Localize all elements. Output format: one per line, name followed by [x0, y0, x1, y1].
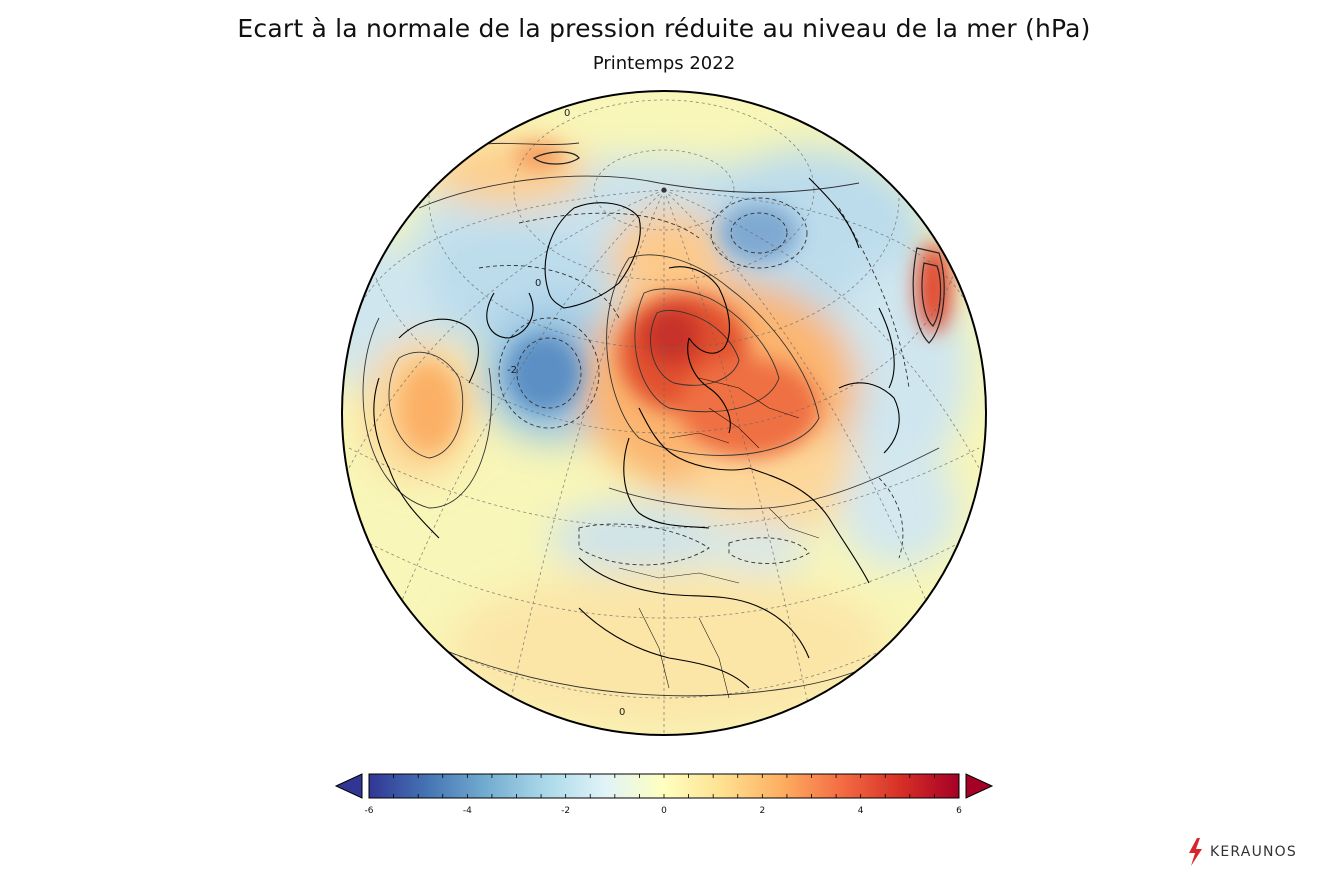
borders [618, 377, 820, 699]
globe-map: 0 0 -2 0 [341, 90, 987, 736]
contour-label: 0 [535, 278, 541, 289]
contour-label: 0 [619, 707, 625, 718]
coastlines [373, 177, 900, 689]
contour-label: -2 [507, 365, 517, 376]
colorbar-tick-label: -2 [561, 806, 570, 816]
contour-lines-negative [478, 197, 910, 566]
brand-name: KERAUNOS [1210, 844, 1297, 860]
colorbar-tick-label: -4 [463, 806, 472, 816]
colorbar: -6 -4 -2 0 2 4 6 [334, 773, 994, 816]
globe-outline [341, 90, 987, 736]
colorbar-extend-high [965, 773, 994, 799]
colorbar-tick-label: -6 [365, 806, 374, 816]
brand-logo: KERAUNOS [1186, 838, 1297, 866]
north-pole-marker [661, 187, 667, 193]
colorbar-tick-label: 0 [661, 806, 667, 816]
colorbar-tick-label: 2 [759, 806, 765, 816]
lightning-bolt-icon [1189, 838, 1202, 866]
contour-label: 0 [564, 108, 570, 119]
page-subtitle: Printemps 2022 [592, 53, 736, 74]
page-title: Ecart à la normale de la pression réduit… [237, 14, 1091, 43]
colorbar-tick-label: 4 [858, 806, 864, 816]
contour-lines-strong [532, 151, 945, 344]
colorbar-tick-label: 6 [956, 806, 962, 816]
colorbar-extend-low [334, 773, 363, 799]
